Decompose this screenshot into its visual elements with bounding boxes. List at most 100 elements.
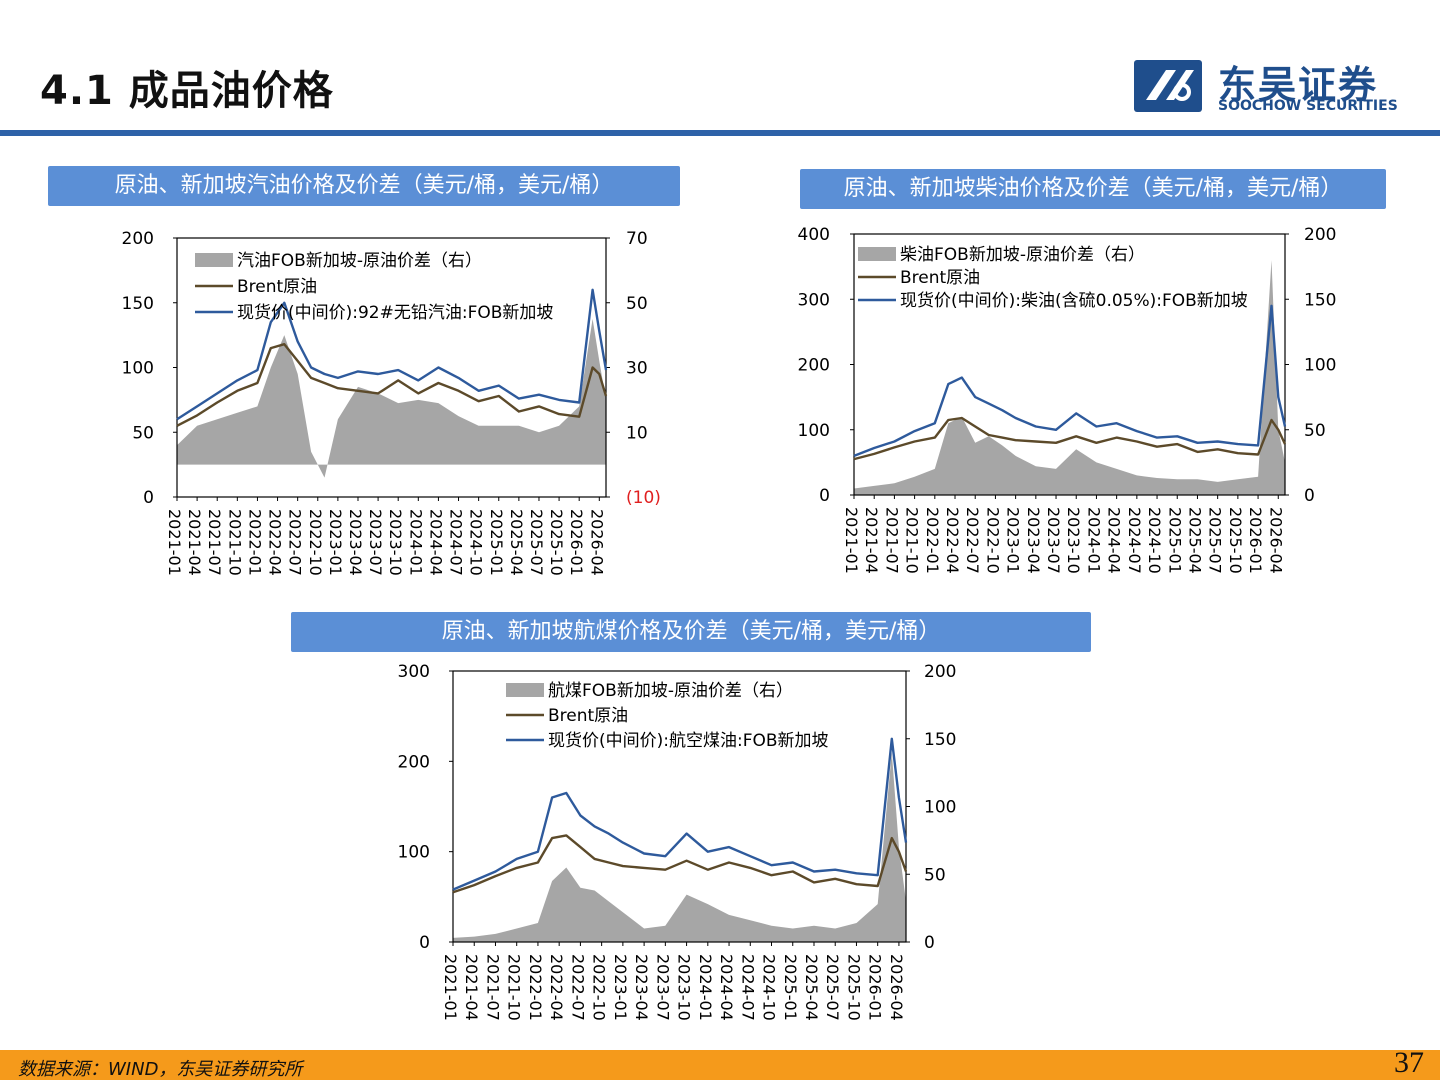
y-right-tick-label: (10) (626, 488, 661, 508)
x-tick-label: 2026-04 (587, 509, 606, 576)
x-tick-label: 2021-07 (483, 954, 502, 1021)
y-right-tick-label: 150 (924, 730, 956, 750)
x-tick-label: 2022-10 (983, 507, 1002, 574)
x-tick-label: 2024-07 (738, 954, 757, 1021)
page-title: 4.1 成品油价格 (40, 68, 334, 114)
x-tick-label: 2023-10 (386, 509, 405, 576)
diesel-chart-title: 原油、新加坡柴油价格及价差（美元/桶，美元/桶） (800, 169, 1386, 209)
x-tick-label: 2026-01 (1246, 507, 1265, 574)
x-tick-label: 2024-07 (447, 509, 466, 576)
x-tick-label: 2025-07 (1206, 507, 1225, 574)
series-line (452, 834, 908, 894)
x-tick-label: 2026-04 (887, 954, 906, 1021)
logo-english-name: SOOCHOW SECURITIES (1218, 98, 1398, 114)
y-right-tick-label: 100 (924, 798, 956, 818)
x-tick-label: 2026-01 (866, 954, 885, 1021)
x-tick-label: 2025-04 (1185, 507, 1204, 574)
x-tick-label: 2021-01 (165, 509, 184, 576)
y-right-tick-label: 200 (924, 662, 956, 682)
x-tick-label: 2022-10 (590, 954, 609, 1021)
y-right-tick-label: 50 (924, 865, 946, 885)
x-tick-label: 2021-10 (505, 954, 524, 1021)
logo-mark-icon (1134, 60, 1202, 112)
y-left-tick-label: 400 (798, 225, 830, 245)
x-tick-label: 2021-10 (225, 509, 244, 576)
x-tick-label: 2025-04 (802, 954, 821, 1021)
x-tick-label: 2024-04 (717, 954, 736, 1021)
header-divider (0, 130, 1440, 136)
jetfuel-chart-title: 原油、新加坡航煤价格及价差（美元/桶，美元/桶） (291, 612, 1091, 652)
y-left-tick-label: 150 (122, 294, 154, 314)
footer-bar (0, 1050, 1440, 1080)
y-right-tick-label: 70 (626, 229, 648, 249)
series-line (853, 416, 1287, 461)
x-tick-label: 2025-01 (487, 509, 506, 576)
x-tick-label: 2021-07 (882, 507, 901, 574)
x-tick-label: 2024-10 (467, 509, 486, 576)
x-tick-label: 2024-10 (1145, 507, 1164, 574)
x-tick-label: 2022-07 (568, 954, 587, 1021)
legend-label: 现货价(中间价):柴油(含硫0.05%):FOB新加坡 (900, 291, 1248, 311)
spread-area (453, 752, 906, 942)
x-tick-label: 2023-01 (611, 954, 630, 1021)
series-line (176, 343, 608, 427)
x-tick-label: 2023-01 (326, 509, 345, 576)
x-tick-label: 2021-04 (462, 954, 481, 1021)
company-logo: 东吴证券 SOOCHOW SECURITIES (1132, 56, 1412, 116)
x-tick-label: 2024-04 (426, 509, 445, 576)
x-tick-label: 2021-07 (205, 509, 224, 576)
series-line (853, 304, 1287, 458)
x-tick-label: 2025-04 (507, 509, 526, 576)
x-tick-label: 2025-10 (844, 954, 863, 1021)
x-tick-label: 2021-04 (862, 507, 881, 574)
x-tick-label: 2025-07 (823, 954, 842, 1021)
spread-area (854, 260, 1285, 495)
y-left-tick-label: 100 (398, 843, 430, 863)
x-tick-label: 2025-01 (781, 954, 800, 1021)
y-right-tick-label: 0 (1304, 486, 1315, 506)
y-right-tick-label: 30 (626, 359, 648, 379)
y-left-tick-label: 0 (419, 933, 430, 953)
y-right-tick-label: 50 (1304, 421, 1326, 441)
x-tick-label: 2026-01 (567, 509, 586, 576)
y-left-tick-label: 100 (798, 421, 830, 441)
x-tick-label: 2021-01 (842, 507, 861, 574)
legend-label: 现货价(中间价):92#无铅汽油:FOB新加坡 (237, 303, 553, 323)
legend-swatch-area (195, 253, 233, 267)
x-tick-label: 2024-04 (1105, 507, 1124, 574)
y-right-tick-label: 100 (1304, 356, 1336, 376)
legend-label: Brent原油 (548, 706, 628, 726)
x-tick-label: 2024-01 (696, 954, 715, 1021)
x-tick-label: 2021-04 (185, 509, 204, 576)
x-tick-label: 2026-04 (1266, 507, 1285, 574)
x-tick-label: 2024-10 (760, 954, 779, 1021)
x-tick-label: 2025-10 (547, 509, 566, 576)
x-tick-label: 2022-10 (306, 509, 325, 576)
series-line (452, 737, 908, 891)
y-left-tick-label: 50 (132, 423, 154, 443)
x-tick-label: 2025-10 (1226, 507, 1245, 574)
y-left-tick-label: 300 (398, 662, 430, 682)
legend-label: 汽油FOB新加坡-原油价差（右） (237, 251, 482, 271)
x-tick-label: 2022-07 (963, 507, 982, 574)
y-right-tick-label: 150 (1304, 290, 1336, 310)
y-left-tick-label: 200 (398, 752, 430, 772)
series-line (176, 288, 608, 421)
x-tick-label: 2024-07 (1125, 507, 1144, 574)
x-tick-label: 2023-10 (675, 954, 694, 1021)
y-left-tick-label: 200 (798, 356, 830, 376)
x-tick-label: 2023-10 (1064, 507, 1083, 574)
y-left-tick-label: 0 (819, 486, 830, 506)
logo-chinese-name: 东吴证券 (1218, 63, 1379, 107)
x-tick-label: 2022-01 (245, 509, 264, 576)
x-tick-label: 2023-01 (1004, 507, 1023, 574)
x-tick-label: 2023-04 (632, 954, 651, 1021)
x-tick-label: 2021-01 (441, 954, 460, 1021)
x-tick-label: 2025-07 (527, 509, 546, 576)
x-tick-label: 2023-04 (1024, 507, 1043, 574)
legend-label: 柴油FOB新加坡-原油价差（右） (900, 245, 1145, 265)
